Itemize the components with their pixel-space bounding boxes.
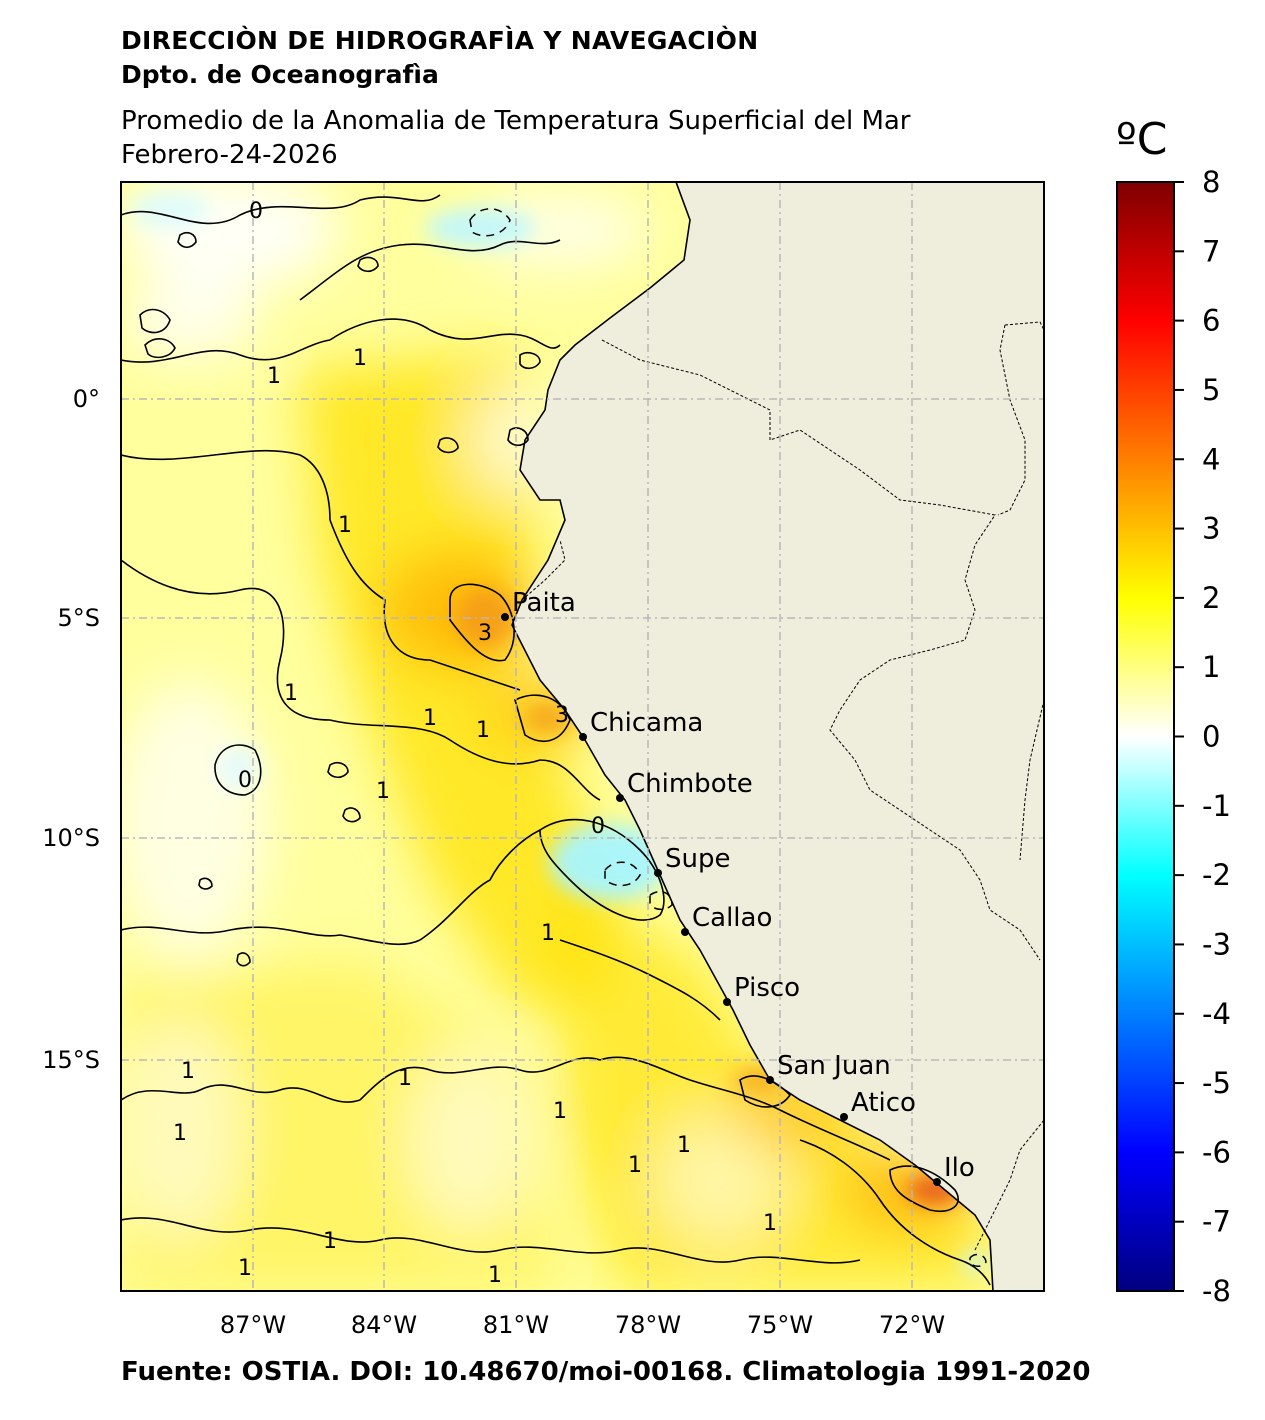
colorbar-tick-label: 2 — [1202, 581, 1220, 615]
city-marker — [501, 613, 509, 621]
city-marker — [766, 1076, 774, 1084]
latitude-label: 15°S — [42, 1046, 100, 1074]
contour-label: 1 — [284, 681, 298, 706]
contour-label: 1 — [267, 364, 281, 389]
contour-label: 1 — [488, 1263, 502, 1288]
colorbar-tick-label: 4 — [1202, 442, 1220, 476]
city-label: Callao — [692, 903, 772, 933]
colorbar-tick-label: -6 — [1202, 1135, 1231, 1169]
contour-label: 0 — [238, 768, 252, 793]
contour-label: 1 — [323, 1229, 337, 1254]
colorbar-tick-label: -5 — [1202, 1066, 1231, 1100]
colorbar-tick-label: -1 — [1202, 789, 1231, 823]
product-date: Febrero-24-2026 — [121, 140, 338, 170]
contour-label: 1 — [541, 921, 555, 946]
city-marker — [579, 733, 587, 741]
colorbar-tick-label: 3 — [1202, 512, 1220, 546]
colorbar-tick-label: 7 — [1202, 234, 1220, 268]
city-marker — [723, 998, 731, 1006]
city-label: Atico — [851, 1088, 916, 1118]
city-label: Chicama — [590, 708, 703, 738]
colorbar-tick-label: -8 — [1202, 1274, 1231, 1308]
colorbar-unit: ºC — [1116, 114, 1168, 165]
colorbar: 8 7 6 5 4 3 2 1 0 -1 -2 -3 -4 -5 -6 -7 -8 — [1116, 165, 1231, 1308]
contour-label: 3 — [478, 621, 492, 646]
contour-label: 1 — [338, 513, 352, 538]
contour-label: 1 — [763, 1211, 777, 1236]
colorbar-tick-label: 6 — [1202, 304, 1220, 338]
contour-label: 1 — [173, 1121, 187, 1146]
longitude-labels: 87°W 84°W 81°W 78°W 75°W 72°W — [220, 1311, 945, 1339]
city-label: Supe — [665, 844, 730, 874]
longitude-label: 75°W — [747, 1311, 813, 1339]
contour-label: 1 — [353, 346, 367, 371]
city-markers: Paita Chicama Chimbote Supe Callao Pisco San J… — [501, 588, 975, 1186]
graticule — [121, 182, 1044, 1291]
contour-label: 1 — [238, 1256, 252, 1281]
contour-label: 3 — [555, 703, 569, 728]
city-marker — [681, 928, 689, 936]
department-title: Dpto. de Oceanografìa — [121, 60, 439, 89]
colorbar-tick-label: -7 — [1202, 1205, 1231, 1239]
city-marker — [933, 1178, 941, 1186]
colorbar-tick-label: 5 — [1202, 373, 1220, 407]
latitude-label: 5°S — [57, 604, 100, 632]
latitude-label: 0° — [73, 385, 100, 413]
colorbar-tick-label: -2 — [1202, 858, 1231, 892]
contour-label: 0 — [249, 199, 263, 224]
city-label: Chimbote — [627, 769, 753, 799]
sst-anomaly-field: 0 1 1 1 1 1 1 1 1 1 1 1 1 1 1 1 1 1 1 0 0 3 3 Paita Chicama Chim… — [121, 182, 1044, 1291]
contour-label: 1 — [398, 1066, 412, 1091]
institution-title: DIRECCIÒN DE HIDROGRAFÌA Y NAVEGACIÒN — [121, 26, 759, 55]
contour-label: 1 — [423, 706, 437, 731]
longitude-label: 84°W — [351, 1311, 417, 1339]
contour-label: 1 — [677, 1133, 691, 1158]
city-label: Pisco — [734, 973, 800, 1003]
data-source-footer: Fuente: OSTIA. DOI: 10.48670/moi-00168. … — [121, 1357, 1091, 1387]
contour-label: 1 — [181, 1059, 195, 1084]
colorbar-tick-label: 8 — [1202, 165, 1220, 199]
colorbar-tick-label: -3 — [1202, 927, 1231, 961]
longitude-label: 81°W — [483, 1311, 549, 1339]
product-title: Promedio de la Anomalia de Temperatura S… — [121, 106, 911, 136]
colorbar-tick-label: -4 — [1202, 997, 1231, 1031]
contour-label: 1 — [476, 718, 490, 743]
colorbar-ticks: 8 7 6 5 4 3 2 1 0 -1 -2 -3 -4 -5 -6 -7 -8 — [1174, 165, 1231, 1308]
latitude-labels: 0° 5°S 10°S 15°S — [42, 385, 100, 1074]
city-marker — [654, 869, 662, 877]
contour-label: 1 — [628, 1153, 642, 1178]
city-marker — [616, 794, 624, 802]
city-marker — [840, 1113, 848, 1121]
colorbar-tick-label: 0 — [1202, 720, 1220, 754]
longitude-label: 72°W — [879, 1311, 945, 1339]
latitude-label: 10°S — [42, 824, 100, 852]
city-label: Paita — [512, 588, 576, 618]
contour-label: 1 — [376, 779, 390, 804]
contour-labels: 0 1 1 1 1 1 1 1 1 1 1 1 1 1 1 1 1 1 1 0 0 3 3 — [173, 199, 777, 1288]
longitude-label: 87°W — [220, 1311, 286, 1339]
south-america-land — [511, 182, 1044, 1291]
longitude-label: 78°W — [615, 1311, 681, 1339]
map-frame — [120, 181, 1045, 1292]
contour-label: 0 — [591, 814, 605, 839]
anomaly-contours — [121, 194, 991, 1286]
colorbar-tick-label: 1 — [1202, 650, 1220, 684]
country-borders — [521, 321, 1044, 1251]
city-label: Ilo — [944, 1153, 975, 1183]
city-label: San Juan — [777, 1051, 891, 1081]
contour-label: 1 — [553, 1099, 567, 1124]
